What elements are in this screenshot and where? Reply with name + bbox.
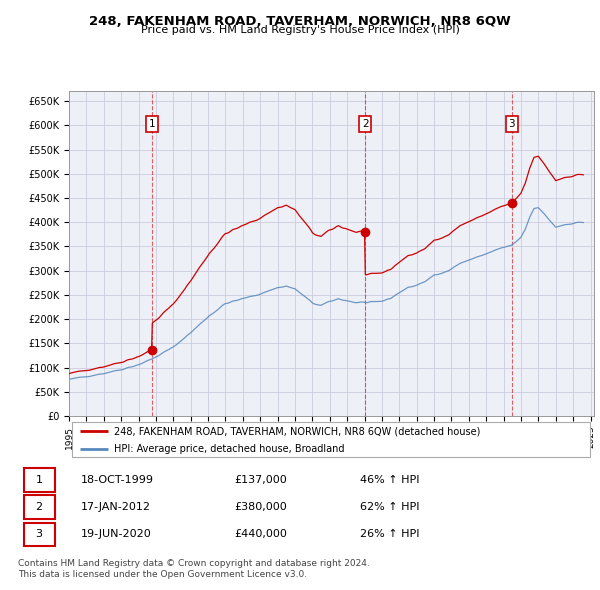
Text: £380,000: £380,000	[235, 502, 287, 512]
Text: 62% ↑ HPI: 62% ↑ HPI	[360, 502, 419, 512]
Text: 248, FAKENHAM ROAD, TAVERHAM, NORWICH, NR8 6QW: 248, FAKENHAM ROAD, TAVERHAM, NORWICH, N…	[89, 15, 511, 28]
FancyBboxPatch shape	[24, 495, 55, 519]
Text: Contains HM Land Registry data © Crown copyright and database right 2024.: Contains HM Land Registry data © Crown c…	[18, 559, 370, 568]
Text: 2: 2	[35, 502, 43, 512]
Text: 17-JAN-2012: 17-JAN-2012	[80, 502, 151, 512]
Text: 26% ↑ HPI: 26% ↑ HPI	[360, 529, 419, 539]
FancyBboxPatch shape	[24, 523, 55, 546]
Text: £440,000: £440,000	[235, 529, 287, 539]
Text: 3: 3	[35, 529, 43, 539]
FancyBboxPatch shape	[24, 468, 55, 491]
Text: 19-JUN-2020: 19-JUN-2020	[80, 529, 151, 539]
Text: £137,000: £137,000	[235, 475, 287, 485]
Text: 248, FAKENHAM ROAD, TAVERHAM, NORWICH, NR8 6QW (detached house): 248, FAKENHAM ROAD, TAVERHAM, NORWICH, N…	[113, 427, 480, 437]
Text: 1: 1	[149, 119, 155, 129]
Text: 2: 2	[362, 119, 368, 129]
Text: 3: 3	[508, 119, 515, 129]
Text: 46% ↑ HPI: 46% ↑ HPI	[360, 475, 419, 485]
Text: Price paid vs. HM Land Registry's House Price Index (HPI): Price paid vs. HM Land Registry's House …	[140, 25, 460, 35]
Text: HPI: Average price, detached house, Broadland: HPI: Average price, detached house, Broa…	[113, 444, 344, 454]
FancyBboxPatch shape	[71, 422, 590, 457]
Text: 18-OCT-1999: 18-OCT-1999	[80, 475, 154, 485]
Text: This data is licensed under the Open Government Licence v3.0.: This data is licensed under the Open Gov…	[18, 571, 307, 579]
Text: 1: 1	[35, 475, 43, 485]
